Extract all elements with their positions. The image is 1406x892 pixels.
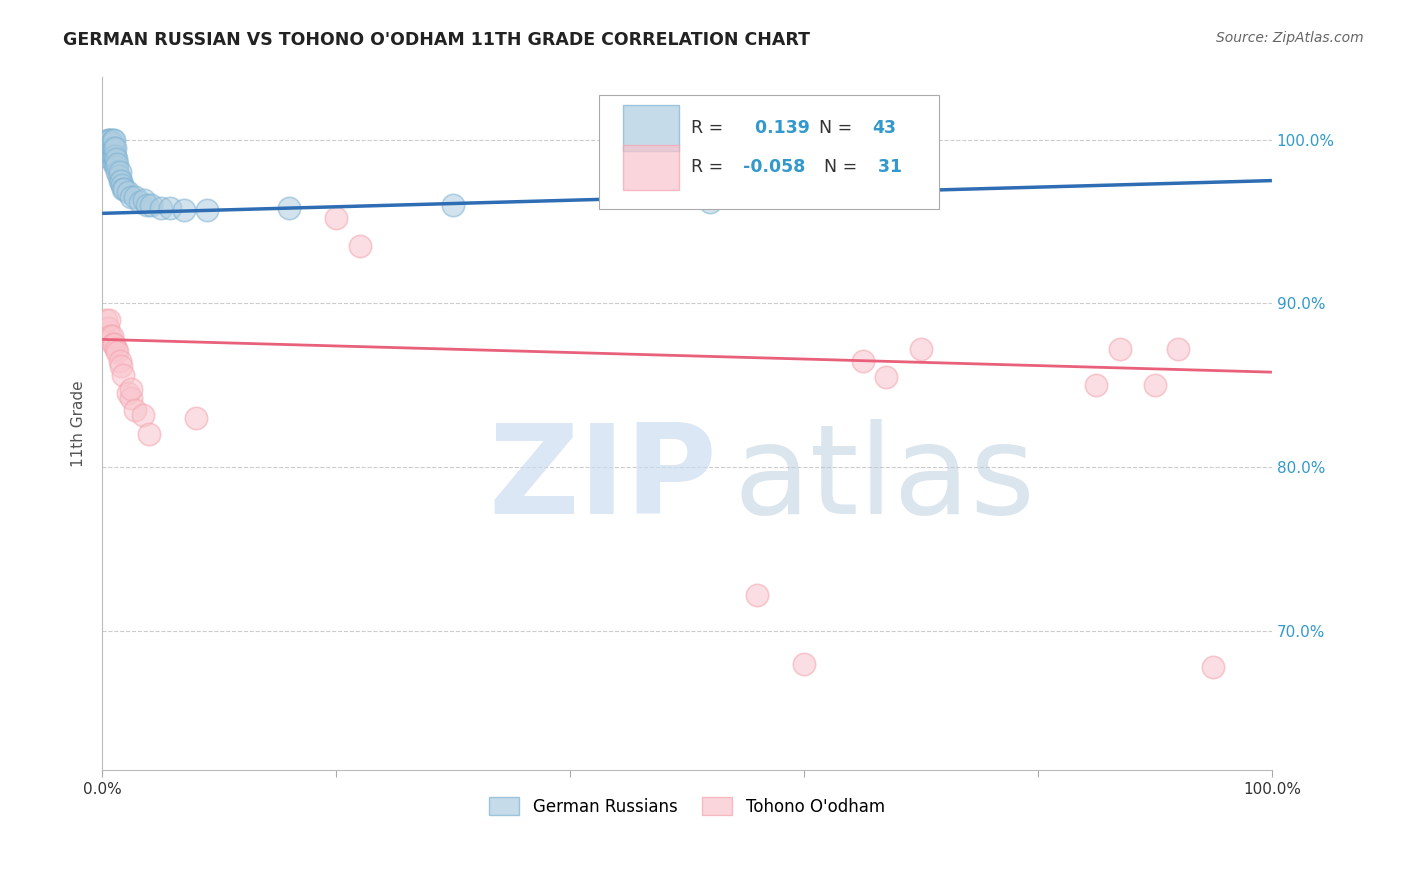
- FancyBboxPatch shape: [623, 145, 679, 190]
- Point: [97, 133, 120, 147]
- Point: [100, 141, 122, 155]
- Point: [699, 194, 721, 209]
- Point: [103, 337, 125, 351]
- Point: [110, 173, 132, 187]
- Point: [107, 169, 129, 183]
- Point: [112, 182, 135, 196]
- Point: [159, 202, 181, 216]
- Point: [1202, 660, 1225, 674]
- Point: [851, 353, 873, 368]
- Point: [94, 149, 117, 163]
- Point: [173, 202, 195, 217]
- Point: [120, 190, 142, 204]
- Point: [149, 202, 172, 216]
- Point: [135, 198, 157, 212]
- Point: [120, 382, 142, 396]
- Point: [134, 193, 156, 207]
- Point: [747, 588, 769, 602]
- Text: ZIP: ZIP: [488, 418, 717, 540]
- Point: [105, 153, 128, 167]
- Point: [441, 198, 464, 212]
- Point: [108, 353, 131, 368]
- Point: [105, 161, 128, 175]
- Point: [103, 149, 125, 163]
- Point: [105, 343, 128, 357]
- Text: -0.058: -0.058: [744, 159, 806, 177]
- Point: [97, 321, 120, 335]
- Point: [138, 427, 160, 442]
- Point: [104, 149, 127, 163]
- Point: [124, 190, 146, 204]
- Point: [117, 386, 139, 401]
- FancyBboxPatch shape: [623, 105, 679, 151]
- Point: [100, 329, 122, 343]
- Point: [103, 133, 125, 147]
- Point: [100, 133, 122, 147]
- Point: [94, 312, 117, 326]
- Point: [101, 149, 124, 163]
- Point: [132, 408, 155, 422]
- Y-axis label: 11th Grade: 11th Grade: [72, 380, 86, 467]
- Point: [112, 368, 135, 383]
- Point: [98, 312, 121, 326]
- Point: [107, 157, 129, 171]
- Point: [1108, 343, 1130, 357]
- Legend: German Russians, Tohono O'odham: German Russians, Tohono O'odham: [481, 789, 893, 824]
- Point: [107, 165, 129, 179]
- Point: [184, 411, 207, 425]
- Point: [128, 194, 150, 209]
- Point: [124, 402, 146, 417]
- Point: [1167, 343, 1189, 357]
- Point: [98, 141, 121, 155]
- Text: 0.139: 0.139: [744, 119, 810, 137]
- Point: [104, 141, 127, 155]
- Point: [101, 133, 124, 147]
- Point: [107, 345, 129, 359]
- Point: [910, 343, 932, 357]
- Point: [100, 136, 122, 150]
- Point: [100, 329, 122, 343]
- Text: 43: 43: [872, 119, 896, 137]
- Text: 31: 31: [872, 159, 903, 177]
- Point: [875, 370, 897, 384]
- Point: [349, 239, 371, 253]
- Point: [114, 182, 136, 196]
- Point: [1085, 378, 1108, 392]
- Text: GERMAN RUSSIAN VS TOHONO O'ODHAM 11TH GRADE CORRELATION CHART: GERMAN RUSSIAN VS TOHONO O'ODHAM 11TH GR…: [63, 31, 810, 49]
- Text: atlas: atlas: [734, 418, 1036, 540]
- Point: [104, 157, 127, 171]
- Point: [1143, 378, 1166, 392]
- Text: R =: R =: [690, 119, 728, 137]
- FancyBboxPatch shape: [599, 95, 939, 209]
- Point: [108, 173, 131, 187]
- Point: [111, 178, 134, 193]
- Point: [793, 657, 815, 671]
- Point: [141, 198, 163, 212]
- Point: [100, 149, 122, 163]
- Point: [325, 211, 347, 226]
- Point: [117, 185, 139, 199]
- Point: [98, 133, 121, 147]
- Point: [120, 392, 142, 406]
- Point: [103, 141, 125, 155]
- Point: [103, 157, 125, 171]
- Point: [197, 202, 219, 217]
- Point: [110, 359, 132, 373]
- Text: Source: ZipAtlas.com: Source: ZipAtlas.com: [1216, 31, 1364, 45]
- Text: N =: N =: [807, 119, 858, 137]
- Text: R =: R =: [690, 159, 728, 177]
- Point: [278, 202, 301, 216]
- Point: [108, 165, 131, 179]
- Point: [101, 337, 124, 351]
- Point: [101, 141, 124, 155]
- Text: N =: N =: [814, 159, 863, 177]
